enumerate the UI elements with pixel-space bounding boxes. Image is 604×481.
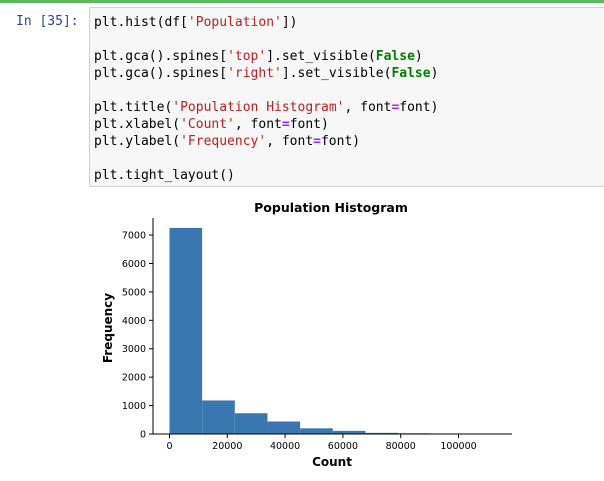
code-token: 'Population' — [187, 15, 282, 30]
histogram-chart: Population Histogram 0 20000 40000 60000 800… — [101, 200, 512, 469]
code-cell-input[interactable]: plt.hist(df['Population']) plt.gca().spin… — [89, 7, 604, 187]
code-line — [94, 82, 604, 99]
code-token: ].set_visible( — [266, 49, 376, 64]
code-line: plt.tight_layout() — [94, 167, 604, 184]
x-axis-label: Count — [312, 455, 352, 469]
x-tick-label: 100000 — [440, 441, 476, 452]
x-tick-label: 20000 — [212, 441, 242, 452]
y-tick-label: 3000 — [122, 344, 146, 355]
code-editor[interactable]: plt.hist(df['Population']) plt.gca().spin… — [94, 14, 604, 184]
x-tick-label: 40000 — [270, 441, 300, 452]
code-token: ]) — [281, 15, 298, 30]
code-token: = — [281, 117, 290, 132]
code-line: plt.title('Population Histogram', font=f… — [94, 99, 604, 116]
code-token: = — [391, 100, 400, 115]
code-line: plt.ylabel('Frequency', font=font) — [94, 133, 604, 150]
y-tick-label: 5000 — [122, 287, 146, 298]
cell-prompt: In [35]: — [16, 14, 79, 29]
y-tick-label: 2000 — [122, 373, 146, 384]
histogram-bar — [202, 400, 235, 434]
y-axis-label: Frequency — [101, 293, 115, 363]
code-token: plt.hist(df[ — [94, 15, 188, 30]
cell-output: Population Histogram 0 20000 40000 60000 800… — [89, 192, 569, 477]
code-line — [94, 150, 604, 167]
histogram-bar — [365, 432, 399, 434]
code-token: 'Count' — [180, 117, 235, 132]
code-token: ) — [430, 66, 439, 81]
code-token: = — [313, 134, 321, 149]
x-tick-label: 0 — [166, 441, 172, 452]
histogram-bar — [300, 428, 333, 434]
code-token: ) — [414, 49, 423, 64]
code-line: plt.gca().spines['right'].set_visible(Fa… — [94, 65, 604, 82]
x-tick-label: 60000 — [328, 441, 358, 452]
histogram-bar — [267, 421, 301, 434]
code-token: 'Population Histogram' — [172, 100, 345, 115]
code-line: plt.xlabel('Count', font=font) — [94, 116, 604, 133]
code-line: plt.hist(df['Population']) — [94, 14, 604, 31]
code-line — [94, 31, 604, 48]
code-token: font) — [399, 100, 439, 115]
histogram-bar — [234, 413, 268, 434]
code-token: plt.title( — [94, 100, 173, 115]
code-token: font) — [320, 134, 361, 149]
code-line: plt.gca().spines['top'].set_visible(Fals… — [94, 48, 604, 65]
code-token: plt.tight_layout() — [94, 168, 235, 183]
code-token: plt.xlabel( — [94, 117, 181, 132]
code-token: 'right' — [227, 66, 282, 81]
cell-selection-bar — [0, 0, 604, 3]
y-tick-label: 0 — [140, 430, 146, 441]
y-tick-label: 7000 — [122, 231, 146, 242]
y-tick-label: 6000 — [122, 259, 146, 270]
code-token: False — [375, 49, 415, 64]
x-tick-label: 80000 — [386, 441, 416, 452]
code-token: font) — [289, 117, 329, 132]
code-token: False — [391, 66, 431, 81]
code-token: , font — [344, 100, 392, 115]
code-token: 'Frequency' — [180, 134, 267, 149]
code-token: ].set_visible( — [281, 66, 392, 81]
y-tick-label: 4000 — [122, 316, 146, 327]
histogram-bar — [332, 430, 366, 434]
code-token: , font — [266, 134, 314, 149]
code-token: , font — [234, 117, 282, 132]
y-tick-label: 1000 — [122, 401, 146, 412]
code-token: plt.gca().spines[ — [94, 66, 228, 81]
histogram-bar — [169, 227, 203, 434]
chart-title: Population Histogram — [254, 200, 408, 215]
code-token: plt.ylabel( — [94, 134, 181, 149]
code-token: plt.gca().spines[ — [94, 49, 228, 64]
code-token: 'top' — [227, 49, 267, 64]
